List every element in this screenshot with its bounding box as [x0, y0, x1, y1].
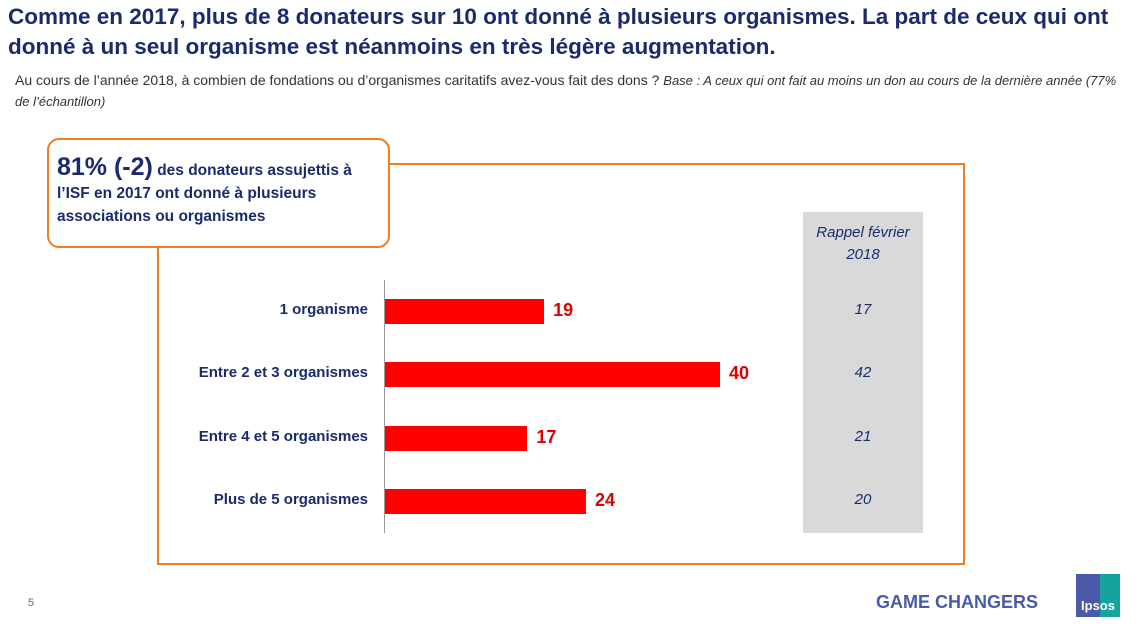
category-label: Plus de 5 organismes — [213, 491, 368, 508]
data-label: 24 — [595, 490, 616, 510]
subtitle: Au cours de l’année 2018, à combien de f… — [15, 70, 1130, 112]
question: Au cours de l’année 2018, à combien de f… — [15, 72, 660, 88]
bar — [385, 299, 545, 324]
category-axis — [384, 280, 385, 533]
rappel-column — [803, 212, 923, 533]
category-label: 1 organisme — [279, 301, 368, 318]
rappel-value: 17 — [854, 301, 872, 318]
callout-highlight: 81% (-2) — [57, 153, 153, 181]
rappel-value: 21 — [854, 428, 872, 445]
slide-title: Comme en 2017, plus de 8 donateurs sur 1… — [8, 4, 1109, 59]
ipsos-logo: Ipsos — [1076, 574, 1120, 617]
category-label: Entre 4 et 5 organismes — [198, 428, 368, 445]
base-note: Base : A ceux qui ont fait au moins un d… — [15, 73, 1117, 109]
data-label: 40 — [729, 363, 750, 383]
page-number: 5 — [28, 597, 35, 609]
rappel-value: 42 — [854, 364, 872, 381]
brand-tagline: GAME CHANGERS — [876, 592, 1039, 612]
bar — [385, 426, 528, 451]
callout-box: 81% (-2) des donateurs assujettis à l’IS… — [47, 138, 390, 248]
data-label: 17 — [536, 427, 557, 447]
rappel-header: Rappel février 2018 — [816, 224, 910, 263]
chart-frame — [157, 163, 965, 565]
data-label: 19 — [553, 300, 574, 320]
rappel-value: 20 — [854, 491, 872, 508]
bar — [385, 489, 586, 514]
category-label: Entre 2 et 3 organismes — [198, 364, 368, 381]
callout-text: des donateurs assujettis à l’ISF en 2017… — [57, 162, 352, 225]
bar — [385, 362, 720, 387]
